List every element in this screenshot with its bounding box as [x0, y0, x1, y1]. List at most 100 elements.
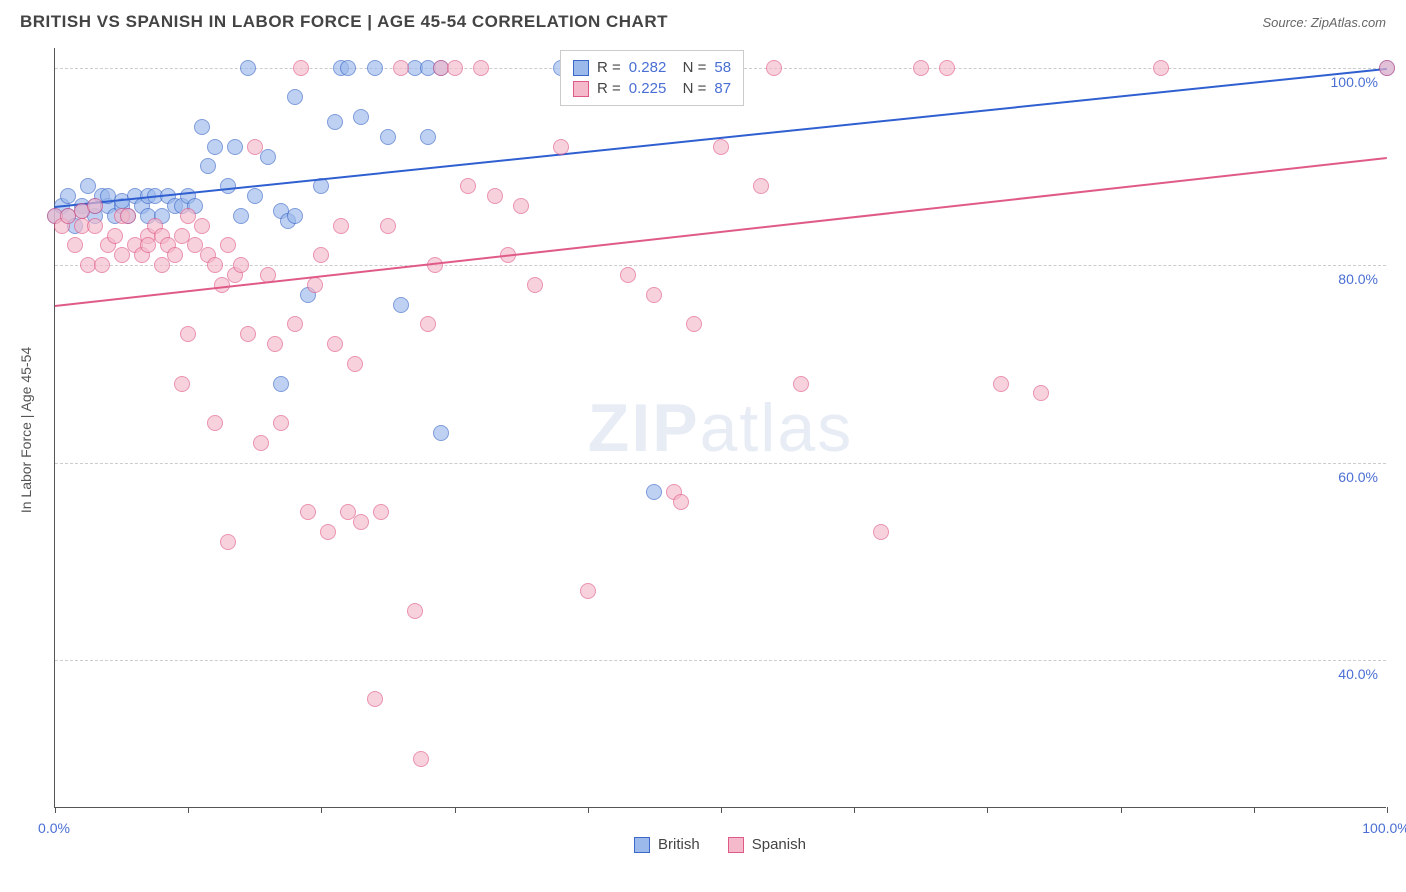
data-point	[287, 316, 303, 332]
data-point	[993, 376, 1009, 392]
data-point	[327, 114, 343, 130]
data-point	[873, 524, 889, 540]
x-tick	[455, 807, 456, 813]
x-tick	[55, 807, 56, 813]
x-tick	[1387, 807, 1388, 813]
legend-r-value: 0.225	[629, 80, 667, 97]
legend-swatch	[634, 837, 650, 853]
plot-area: ZIPatlas 40.0%60.0%80.0%100.0%	[54, 48, 1386, 808]
source-label: Source: ZipAtlas.com	[1262, 15, 1386, 30]
legend-swatch	[728, 837, 744, 853]
data-point	[220, 534, 236, 550]
x-tick	[987, 807, 988, 813]
data-point	[194, 119, 210, 135]
data-point	[766, 60, 782, 76]
data-point	[227, 139, 243, 155]
data-point	[553, 139, 569, 155]
data-point	[1153, 60, 1169, 76]
legend-swatch	[573, 81, 589, 97]
watermark-light: atlas	[700, 390, 854, 466]
legend-item: British	[634, 836, 700, 853]
legend-r-label: R =	[597, 80, 621, 97]
data-point	[913, 60, 929, 76]
data-point	[447, 60, 463, 76]
data-point	[1379, 60, 1395, 76]
data-point	[420, 316, 436, 332]
data-point	[300, 504, 316, 520]
chart-container: BRITISH VS SPANISH IN LABOR FORCE | AGE …	[0, 0, 1406, 892]
watermark-bold: ZIP	[588, 390, 700, 466]
data-point	[393, 60, 409, 76]
data-point	[367, 60, 383, 76]
data-point	[194, 218, 210, 234]
data-point	[380, 218, 396, 234]
x-tick	[721, 807, 722, 813]
data-point	[200, 158, 216, 174]
header: BRITISH VS SPANISH IN LABOR FORCE | AGE …	[0, 0, 1406, 40]
legend-n-label: N =	[674, 80, 706, 97]
gridline	[55, 265, 1386, 266]
data-point	[433, 425, 449, 441]
x-tick	[1121, 807, 1122, 813]
data-point	[287, 208, 303, 224]
legend-r-value: 0.282	[629, 59, 667, 76]
data-point	[673, 494, 689, 510]
data-point	[313, 247, 329, 263]
data-point	[646, 287, 662, 303]
series-legend: British Spanish	[54, 836, 1386, 853]
y-tick-label: 60.0%	[1338, 469, 1378, 485]
x-tick	[188, 807, 189, 813]
x-tick-label: 0.0%	[38, 820, 70, 836]
data-point	[207, 139, 223, 155]
data-point	[353, 514, 369, 530]
data-point	[273, 415, 289, 431]
data-point	[220, 178, 236, 194]
x-tick	[321, 807, 322, 813]
legend-swatch	[573, 60, 589, 76]
x-tick	[588, 807, 589, 813]
data-point	[460, 178, 476, 194]
x-tick-label: 100.0%	[1362, 820, 1406, 836]
legend-n-label: N =	[674, 59, 706, 76]
data-point	[293, 60, 309, 76]
data-point	[939, 60, 955, 76]
legend-n-value: 58	[714, 59, 731, 76]
data-point	[240, 60, 256, 76]
correlation-legend: R = 0.282 N = 58R = 0.225 N = 87	[560, 50, 744, 106]
data-point	[420, 129, 436, 145]
data-point	[620, 267, 636, 283]
data-point	[413, 751, 429, 767]
data-point	[107, 228, 123, 244]
data-point	[373, 504, 389, 520]
data-point	[253, 435, 269, 451]
legend-label: British	[658, 836, 700, 853]
data-point	[353, 109, 369, 125]
data-point	[87, 218, 103, 234]
data-point	[713, 139, 729, 155]
gridline	[55, 660, 1386, 661]
legend-item: Spanish	[728, 836, 806, 853]
data-point	[347, 356, 363, 372]
data-point	[207, 257, 223, 273]
legend-row: R = 0.282 N = 58	[573, 57, 731, 78]
data-point	[247, 188, 263, 204]
y-tick-label: 80.0%	[1338, 271, 1378, 287]
data-point	[320, 524, 336, 540]
chart-title: BRITISH VS SPANISH IN LABOR FORCE | AGE …	[20, 12, 668, 32]
data-point	[307, 277, 323, 293]
data-point	[67, 237, 83, 253]
data-point	[233, 257, 249, 273]
data-point	[513, 198, 529, 214]
data-point	[367, 691, 383, 707]
data-point	[220, 237, 236, 253]
data-point	[94, 257, 110, 273]
watermark: ZIPatlas	[588, 389, 853, 467]
data-point	[340, 60, 356, 76]
data-point	[260, 149, 276, 165]
x-tick	[854, 807, 855, 813]
data-point	[167, 247, 183, 263]
data-point	[793, 376, 809, 392]
data-point	[646, 484, 662, 500]
data-point	[267, 336, 283, 352]
data-point	[686, 316, 702, 332]
